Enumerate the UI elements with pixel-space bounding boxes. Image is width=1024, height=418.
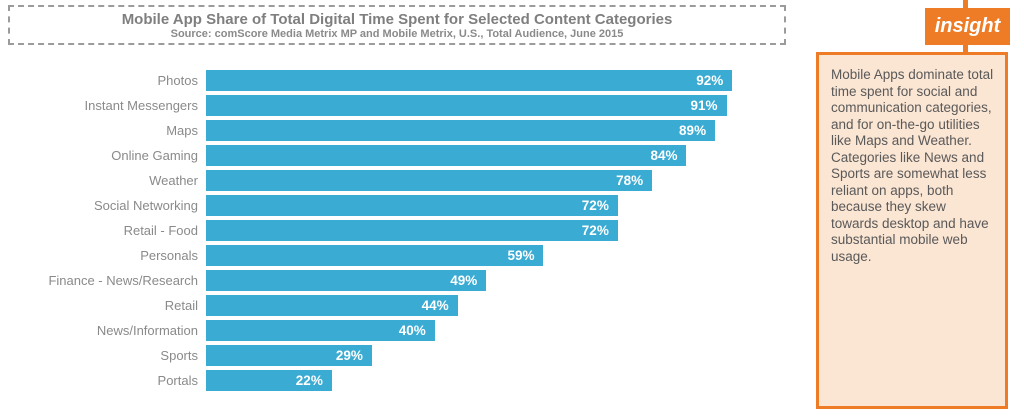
category-label: Sports bbox=[160, 348, 198, 363]
category-label: Finance - News/Research bbox=[48, 273, 198, 288]
category-label: Personals bbox=[140, 248, 198, 263]
bar-row: Portals 22% bbox=[0, 370, 790, 395]
bar-track: 89% bbox=[206, 120, 778, 141]
bar-row: Retail - Food 72% bbox=[0, 220, 790, 245]
bar-row: Weather 78% bbox=[0, 170, 790, 195]
category-label: Online Gaming bbox=[111, 148, 198, 163]
category-label: News/Information bbox=[96, 323, 198, 338]
category-label: Weather bbox=[149, 173, 198, 188]
bar: 40% bbox=[206, 320, 435, 341]
bar-row: Online Gaming 84% bbox=[0, 145, 790, 170]
bar-track: 22% bbox=[206, 370, 778, 391]
bar-track: 92% bbox=[206, 70, 778, 91]
bar-row: Maps 89% bbox=[0, 120, 790, 145]
bar-row: Photos 92% bbox=[0, 70, 790, 95]
bar-track: 78% bbox=[206, 170, 778, 191]
bar-value-label: 72% bbox=[581, 223, 609, 238]
chart-source-subtitle: Source: comScore Media Metrix MP and Mob… bbox=[170, 28, 624, 40]
chart-title-box: Mobile App Share of Total Digital Time S… bbox=[8, 5, 786, 45]
insight-connector-line-mid bbox=[963, 43, 968, 54]
bar-row: Sports 29% bbox=[0, 345, 790, 370]
bar-track: 29% bbox=[206, 345, 778, 366]
bar-value-label: 92% bbox=[696, 73, 724, 88]
bar-value-label: 89% bbox=[679, 123, 707, 138]
chart-title: Mobile App Share of Total Digital Time S… bbox=[121, 11, 673, 28]
bar-value-label: 29% bbox=[335, 348, 363, 363]
bar-value-label: 78% bbox=[616, 173, 644, 188]
bar-value-label: 40% bbox=[398, 323, 426, 338]
bar-value-label: 84% bbox=[650, 148, 678, 163]
bar-track: 49% bbox=[206, 270, 778, 291]
bar-row: Personals 59% bbox=[0, 245, 790, 270]
bar: 59% bbox=[206, 245, 544, 266]
bar-value-label: 59% bbox=[507, 248, 535, 263]
bar: 22% bbox=[206, 370, 332, 391]
bar-row: Finance - News/Research 49% bbox=[0, 270, 790, 295]
bar: 29% bbox=[206, 345, 372, 366]
category-label: Maps bbox=[166, 123, 198, 138]
bar: 92% bbox=[206, 70, 733, 91]
bar: 78% bbox=[206, 170, 653, 191]
bar-chart: Photos 92% Instant Messengers 91% Maps 89% Onl… bbox=[0, 70, 790, 395]
bar: 72% bbox=[206, 195, 618, 216]
bar-value-label: 49% bbox=[450, 273, 478, 288]
bar-value-label: 72% bbox=[581, 198, 609, 213]
bar-track: 40% bbox=[206, 320, 778, 341]
category-label: Instant Messengers bbox=[84, 98, 198, 113]
category-label: Social Networking bbox=[93, 198, 198, 213]
bar: 89% bbox=[206, 120, 716, 141]
bar: 91% bbox=[206, 95, 727, 116]
bar: 49% bbox=[206, 270, 487, 291]
category-label: Photos bbox=[157, 73, 198, 88]
bar-track: 44% bbox=[206, 295, 778, 316]
category-label: Retail - Food bbox=[123, 223, 198, 238]
insight-text-paragraph: Mobile Apps dominate total time spent fo… bbox=[831, 67, 994, 148]
bar-track: 72% bbox=[206, 195, 778, 216]
insight-text-paragraph: Categories like News and Sports are some… bbox=[831, 149, 989, 264]
bar-row: Instant Messengers 91% bbox=[0, 95, 790, 120]
insight-tag: insight bbox=[925, 8, 1010, 45]
insight-connector-line-top bbox=[963, 0, 968, 10]
bar: 84% bbox=[206, 145, 687, 166]
bar: 44% bbox=[206, 295, 458, 316]
category-label: Portals bbox=[157, 373, 198, 388]
bar-track: 91% bbox=[206, 95, 778, 116]
bar-value-label: 22% bbox=[295, 373, 323, 388]
insight-callout-box: Mobile Apps dominate total time spent fo… bbox=[816, 52, 1008, 409]
bar-value-label: 91% bbox=[690, 98, 718, 113]
bar-row: Social Networking 72% bbox=[0, 195, 790, 220]
bar: 72% bbox=[206, 220, 618, 241]
bar-value-label: 44% bbox=[421, 298, 449, 313]
bar-track: 59% bbox=[206, 245, 778, 266]
bar-track: 84% bbox=[206, 145, 778, 166]
bar-track: 72% bbox=[206, 220, 778, 241]
category-label: Retail bbox=[164, 298, 198, 313]
bar-row: News/Information 40% bbox=[0, 320, 790, 345]
bar-row: Retail 44% bbox=[0, 295, 790, 320]
